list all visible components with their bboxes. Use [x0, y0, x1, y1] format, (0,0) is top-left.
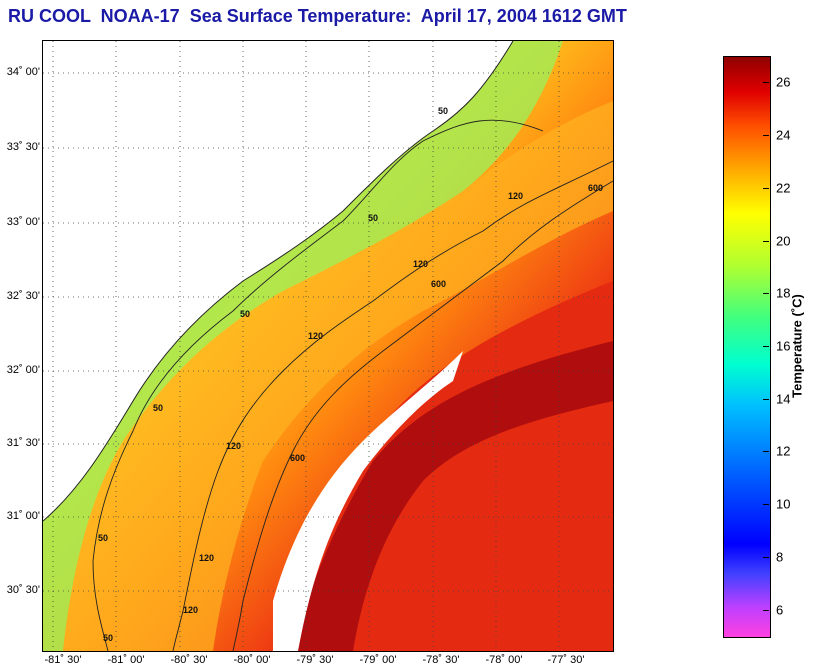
contour-label-600-c: 600 — [290, 453, 305, 463]
contour-label-120-e: 120 — [199, 553, 214, 563]
lon-label-77-30: -77˚ 30' — [547, 654, 585, 666]
shelf-orange-band — [63, 101, 613, 651]
colorbar-tick-22: 22 — [776, 180, 791, 196]
gulf-stream-core — [293, 341, 613, 651]
sst-map[interactable]: 50 50 50 50 50 50 120 120 120 120 120 12… — [42, 40, 614, 652]
contour-label-50-a: 50 — [438, 106, 448, 116]
lat-label-33-00: 33˚ 00' — [6, 216, 40, 228]
contour-label-50-e: 50 — [98, 533, 108, 543]
lon-label-78-00: -78˚ 00' — [485, 654, 523, 666]
lon-label-79-30: -79˚ 30' — [296, 654, 334, 666]
coastline — [43, 41, 514, 522]
contour-label-50-b: 50 — [368, 213, 378, 223]
contour-600m — [232, 180, 613, 651]
contour-label-600-b: 600 — [431, 279, 446, 289]
lat-label-32-00: 32˚ 00' — [6, 364, 40, 376]
colorbar-tick-26: 26 — [776, 74, 791, 90]
lat-label-34-00: 34˚ 00' — [6, 66, 40, 78]
colorbar-tick-20: 20 — [776, 233, 791, 249]
colorbar-tickmark-8 — [763, 556, 769, 558]
contour-50m — [92, 119, 544, 651]
lon-label-81-00: -81˚ 00' — [107, 654, 145, 666]
lon-label-80-30: -80˚ 30' — [170, 654, 208, 666]
contour-label-50-c: 50 — [240, 309, 250, 319]
colorbar-label: Temperature (˚C) — [789, 294, 805, 398]
contour-label-120-f: 120 — [183, 605, 198, 615]
colorbar-tick-10: 10 — [776, 496, 791, 512]
colorbar-tick-24: 24 — [776, 127, 791, 143]
colorbar-tick-14: 14 — [776, 391, 791, 407]
lat-lon-grid — [43, 41, 613, 651]
contour-label-120-a: 120 — [508, 191, 523, 201]
colorbar-tickmark-12 — [763, 451, 769, 453]
colorbar-tickmark-20 — [763, 240, 769, 242]
lat-label-30-30: 30˚ 30' — [6, 584, 40, 596]
colorbar-tick-6: 6 — [776, 602, 784, 618]
colorbar-tickmark-26 — [763, 82, 769, 84]
contour-label-120-d: 120 — [226, 441, 241, 451]
colorbar-tick-12: 12 — [776, 443, 791, 459]
colorbar-tickmark-16 — [763, 346, 769, 347]
colorbar-tickmark-10 — [763, 504, 769, 506]
lon-label-80-00: -80˚ 00' — [233, 654, 271, 666]
contour-120m — [172, 160, 613, 651]
map-title: RU COOL NOAA-17 Sea Surface Temperature:… — [8, 6, 627, 26]
colorbar-tickmark-22 — [763, 187, 769, 189]
lon-label-79-00: -79˚ 00' — [359, 654, 397, 666]
lat-label-33-30: 33˚ 30' — [6, 141, 40, 153]
cloud-mask — [273, 351, 463, 651]
lon-label-78-30: -78˚ 30' — [422, 654, 460, 666]
lat-label-32-30: 32˚ 30' — [6, 290, 40, 302]
colorbar-tick-8: 8 — [776, 549, 784, 565]
contour-label-50-d: 50 — [153, 403, 163, 413]
contour-label-120-c: 120 — [308, 331, 323, 341]
temperature-colorbar — [723, 56, 771, 638]
lat-label-31-30: 31˚ 30' — [6, 437, 40, 449]
lon-label-81-30: -81˚ 30' — [44, 654, 82, 666]
land-mass — [43, 41, 513, 521]
colorbar-tickmark-18 — [763, 293, 769, 295]
nearshore-band — [43, 41, 563, 651]
lat-label-31-00: 31˚ 00' — [6, 510, 40, 522]
colorbar-tickmark-24 — [763, 135, 769, 137]
colorbar-tickmark-6 — [763, 609, 769, 611]
colorbar-tick-16: 16 — [776, 338, 791, 354]
sst-map-svg: 50 50 50 50 50 50 120 120 120 120 120 12… — [43, 41, 613, 651]
contour-label-600-a: 600 — [588, 183, 603, 193]
contour-label-50-f: 50 — [103, 633, 113, 643]
contour-label-120-b: 120 — [413, 259, 428, 269]
colorbar-tick-18: 18 — [776, 285, 791, 301]
colorbar-tickmark-14 — [763, 398, 769, 400]
